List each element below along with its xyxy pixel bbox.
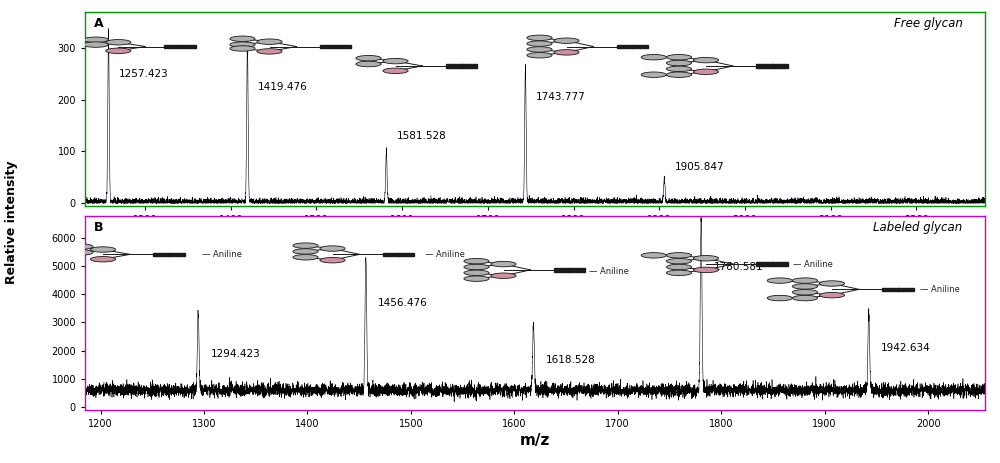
Circle shape (527, 53, 552, 58)
Circle shape (383, 68, 408, 74)
Circle shape (320, 246, 345, 251)
Bar (180, 45, 196, 48)
Circle shape (641, 253, 666, 258)
Text: A: A (94, 18, 104, 31)
Circle shape (666, 66, 692, 72)
Circle shape (90, 257, 116, 262)
Circle shape (464, 270, 489, 275)
Bar (554, 268, 570, 272)
Circle shape (68, 244, 93, 249)
Circle shape (383, 58, 408, 64)
Text: 1618.528: 1618.528 (546, 355, 596, 365)
Bar (169, 253, 185, 256)
Bar (164, 45, 180, 48)
Circle shape (106, 39, 131, 45)
Text: 1257.423: 1257.423 (119, 69, 169, 79)
Bar (398, 253, 414, 256)
Bar (772, 263, 788, 266)
Circle shape (666, 55, 692, 60)
Circle shape (106, 48, 131, 54)
Text: — Aniline: — Aniline (589, 267, 629, 276)
Text: 1419.476: 1419.476 (258, 82, 307, 92)
Circle shape (666, 60, 692, 66)
Circle shape (230, 46, 255, 51)
Bar (383, 253, 399, 256)
Bar (617, 45, 633, 48)
Bar (461, 64, 477, 68)
Circle shape (293, 249, 318, 254)
Circle shape (641, 72, 666, 77)
Text: Relative intensity: Relative intensity (5, 161, 19, 284)
Circle shape (792, 289, 818, 295)
Circle shape (792, 284, 818, 289)
Circle shape (819, 293, 845, 298)
Circle shape (68, 250, 93, 255)
Bar (446, 64, 462, 68)
Circle shape (464, 276, 489, 282)
Circle shape (666, 258, 692, 264)
Circle shape (90, 247, 116, 252)
Circle shape (356, 56, 381, 61)
Circle shape (666, 270, 692, 275)
Circle shape (693, 57, 719, 63)
Text: 1942.634: 1942.634 (881, 344, 931, 353)
Circle shape (666, 253, 692, 258)
Bar (898, 288, 914, 291)
Text: B: B (94, 221, 104, 234)
Circle shape (320, 257, 345, 263)
Text: — Aniline: — Aniline (202, 250, 242, 259)
Circle shape (554, 38, 579, 44)
Text: 1780.581: 1780.581 (714, 262, 763, 272)
Circle shape (83, 42, 108, 47)
Bar (632, 45, 648, 48)
Circle shape (641, 55, 666, 60)
Circle shape (356, 61, 381, 67)
Text: 1456.476: 1456.476 (378, 299, 428, 308)
Text: — Aniline: — Aniline (920, 285, 960, 294)
Text: 1294.423: 1294.423 (211, 349, 260, 359)
Circle shape (464, 264, 489, 270)
Circle shape (666, 264, 692, 270)
Bar (335, 45, 351, 48)
Circle shape (767, 295, 792, 301)
Bar (320, 45, 336, 48)
Circle shape (693, 69, 719, 75)
Circle shape (527, 47, 552, 52)
Circle shape (293, 243, 318, 248)
Circle shape (792, 278, 818, 283)
Circle shape (257, 49, 282, 54)
Circle shape (666, 72, 692, 77)
Circle shape (464, 258, 489, 264)
Circle shape (527, 41, 552, 46)
Text: 1581.528: 1581.528 (397, 131, 446, 141)
Text: — Aniline: — Aniline (793, 260, 833, 269)
Circle shape (527, 35, 552, 41)
Circle shape (230, 36, 255, 42)
Circle shape (257, 39, 282, 44)
Circle shape (83, 37, 108, 43)
Circle shape (491, 261, 516, 267)
Text: 1743.777: 1743.777 (536, 92, 585, 102)
Circle shape (293, 255, 318, 260)
Bar (756, 64, 773, 68)
Circle shape (693, 267, 719, 273)
Bar (772, 64, 788, 68)
Circle shape (693, 256, 719, 261)
Bar (153, 253, 170, 256)
Text: Labeled glycan: Labeled glycan (873, 221, 962, 234)
Circle shape (491, 273, 516, 278)
Circle shape (230, 42, 255, 47)
Bar (882, 288, 899, 291)
Bar (756, 263, 773, 266)
Bar (569, 268, 585, 272)
Circle shape (554, 50, 579, 55)
Circle shape (819, 281, 845, 286)
X-axis label: m/z: m/z (520, 433, 550, 448)
Circle shape (792, 295, 818, 301)
Text: — Aniline: — Aniline (425, 250, 465, 259)
Text: 1905.847: 1905.847 (675, 162, 724, 172)
Text: Free glycan: Free glycan (894, 18, 962, 31)
Circle shape (767, 278, 792, 283)
